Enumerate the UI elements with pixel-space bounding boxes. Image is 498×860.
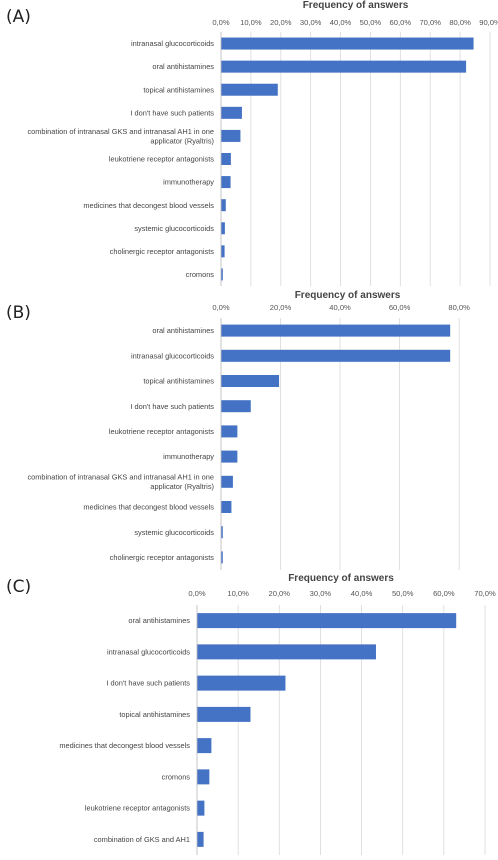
tick-label: 40,0%: [329, 303, 351, 312]
category-label: systemic glucocorticoids: [134, 224, 214, 233]
tick-label: 80,0%: [448, 303, 470, 312]
bar: [197, 769, 210, 785]
category-label: systemic glucocorticoids: [134, 528, 214, 537]
category-label: topical antihistamines: [119, 710, 190, 719]
category-label: oral antihistamines: [128, 616, 190, 625]
category-label: I don't have such patients: [106, 679, 190, 688]
panel-label: (C): [6, 577, 31, 597]
tick-label: 0,0%: [212, 18, 230, 27]
bar: [197, 644, 376, 660]
bar: [197, 800, 205, 816]
bar: [221, 106, 242, 119]
category-label: combination of intranasal GKS and intran…: [27, 127, 214, 136]
category-label: combination of intranasal GKS and intran…: [27, 473, 214, 482]
bar: [221, 37, 474, 50]
tick-label: 50,0%: [360, 18, 382, 27]
tick-label: 70,0%: [419, 18, 441, 27]
category-label: cholinergic receptor antagonists: [110, 247, 215, 256]
bar: [197, 831, 204, 847]
tick-label: 10,0%: [227, 589, 249, 598]
category-label: cromons: [186, 270, 215, 279]
category-label: topical antihistamines: [143, 85, 214, 94]
category-label: leukotriene receptor antagonists: [109, 155, 214, 164]
chart-panel-1: (B) Frequency of answers 0,0% 20,0% 40,0% 60,…: [6, 290, 470, 570]
category-label: medicines that decongest blood vessels: [83, 201, 214, 210]
category-label: applicator (Ryaltris): [150, 482, 214, 491]
category-label: cholinergic receptor antagonists: [110, 553, 215, 562]
bar: [221, 425, 238, 438]
tick-label: 0,0%: [212, 303, 230, 312]
bar: [221, 83, 278, 96]
bar: [221, 501, 232, 513]
bar: [221, 153, 231, 165]
axis-title: Frequency of answers: [303, 0, 409, 11]
category-label: immunotherapy: [163, 178, 214, 187]
tick-label: 90,0%: [479, 18, 498, 27]
category-label: oral antihistamines: [152, 326, 214, 335]
category-label: intranasal glucocorticoids: [107, 647, 190, 656]
axis-title: Frequency of answers: [288, 573, 394, 584]
bar: [221, 551, 223, 564]
bar: [197, 675, 286, 691]
category-label: immunotherapy: [163, 452, 214, 461]
bar: [197, 706, 251, 722]
tick-label: 50,0%: [392, 589, 414, 598]
category-label: leukotriene receptor antagonists: [85, 804, 190, 813]
bar: [197, 738, 212, 754]
bar: [221, 349, 451, 362]
tick-label: 60,0%: [389, 303, 411, 312]
category-label: I don't have such patients: [130, 108, 214, 117]
chart-panel-0: (A) Frequency of answers 0,0% 10,0% 20,0% 30,…: [6, 0, 498, 286]
category-label: oral antihistamines: [152, 62, 214, 71]
bar: [221, 60, 467, 73]
panel-label: (A): [6, 7, 31, 27]
category-label: I don't have such patients: [130, 402, 214, 411]
panel-label: (B): [6, 303, 31, 323]
category-label: topical antihistamines: [143, 377, 214, 386]
tick-label: 30,0%: [310, 589, 332, 598]
category-label: intranasal glucocorticoids: [131, 351, 214, 360]
tick-label: 20,0%: [270, 18, 292, 27]
bar: [221, 400, 251, 413]
chart-panel-2: (C) Frequency of answers 0,0% 10,0% 20,0% 30,…: [6, 573, 496, 855]
tick-label: 40,0%: [351, 589, 373, 598]
category-label: cromons: [162, 772, 191, 781]
bar: [221, 375, 280, 387]
bar: [221, 526, 223, 539]
bar: [221, 129, 241, 142]
bar: [221, 176, 231, 189]
tick-label: 70,0%: [474, 589, 496, 598]
category-label: medicines that decongest blood vessels: [59, 741, 190, 750]
tick-label: 10,0%: [240, 18, 262, 27]
tick-label: 0,0%: [188, 589, 206, 598]
bar: [221, 450, 238, 463]
axis-title: Frequency of answers: [295, 290, 401, 301]
bar: [221, 475, 233, 488]
bar: [221, 268, 223, 281]
bar: [197, 613, 457, 629]
tick-label: 20,0%: [270, 303, 292, 312]
tick-label: 20,0%: [269, 589, 291, 598]
category-label: medicines that decongest blood vessels: [83, 503, 214, 512]
bar: [221, 199, 226, 212]
bar: [221, 324, 451, 337]
bar: [221, 245, 225, 258]
tick-label: 60,0%: [390, 18, 412, 27]
tick-label: 40,0%: [330, 18, 352, 27]
category-label: leukotriene receptor antagonists: [109, 427, 214, 436]
tick-label: 60,0%: [433, 589, 455, 598]
category-label: intranasal glucocorticoids: [131, 39, 214, 48]
tick-label: 80,0%: [449, 18, 471, 27]
category-label: applicator (Ryaltris): [150, 136, 214, 145]
tick-label: 30,0%: [300, 18, 322, 27]
bar: [221, 222, 225, 235]
category-label: combination of GKS and AH1: [94, 835, 190, 844]
